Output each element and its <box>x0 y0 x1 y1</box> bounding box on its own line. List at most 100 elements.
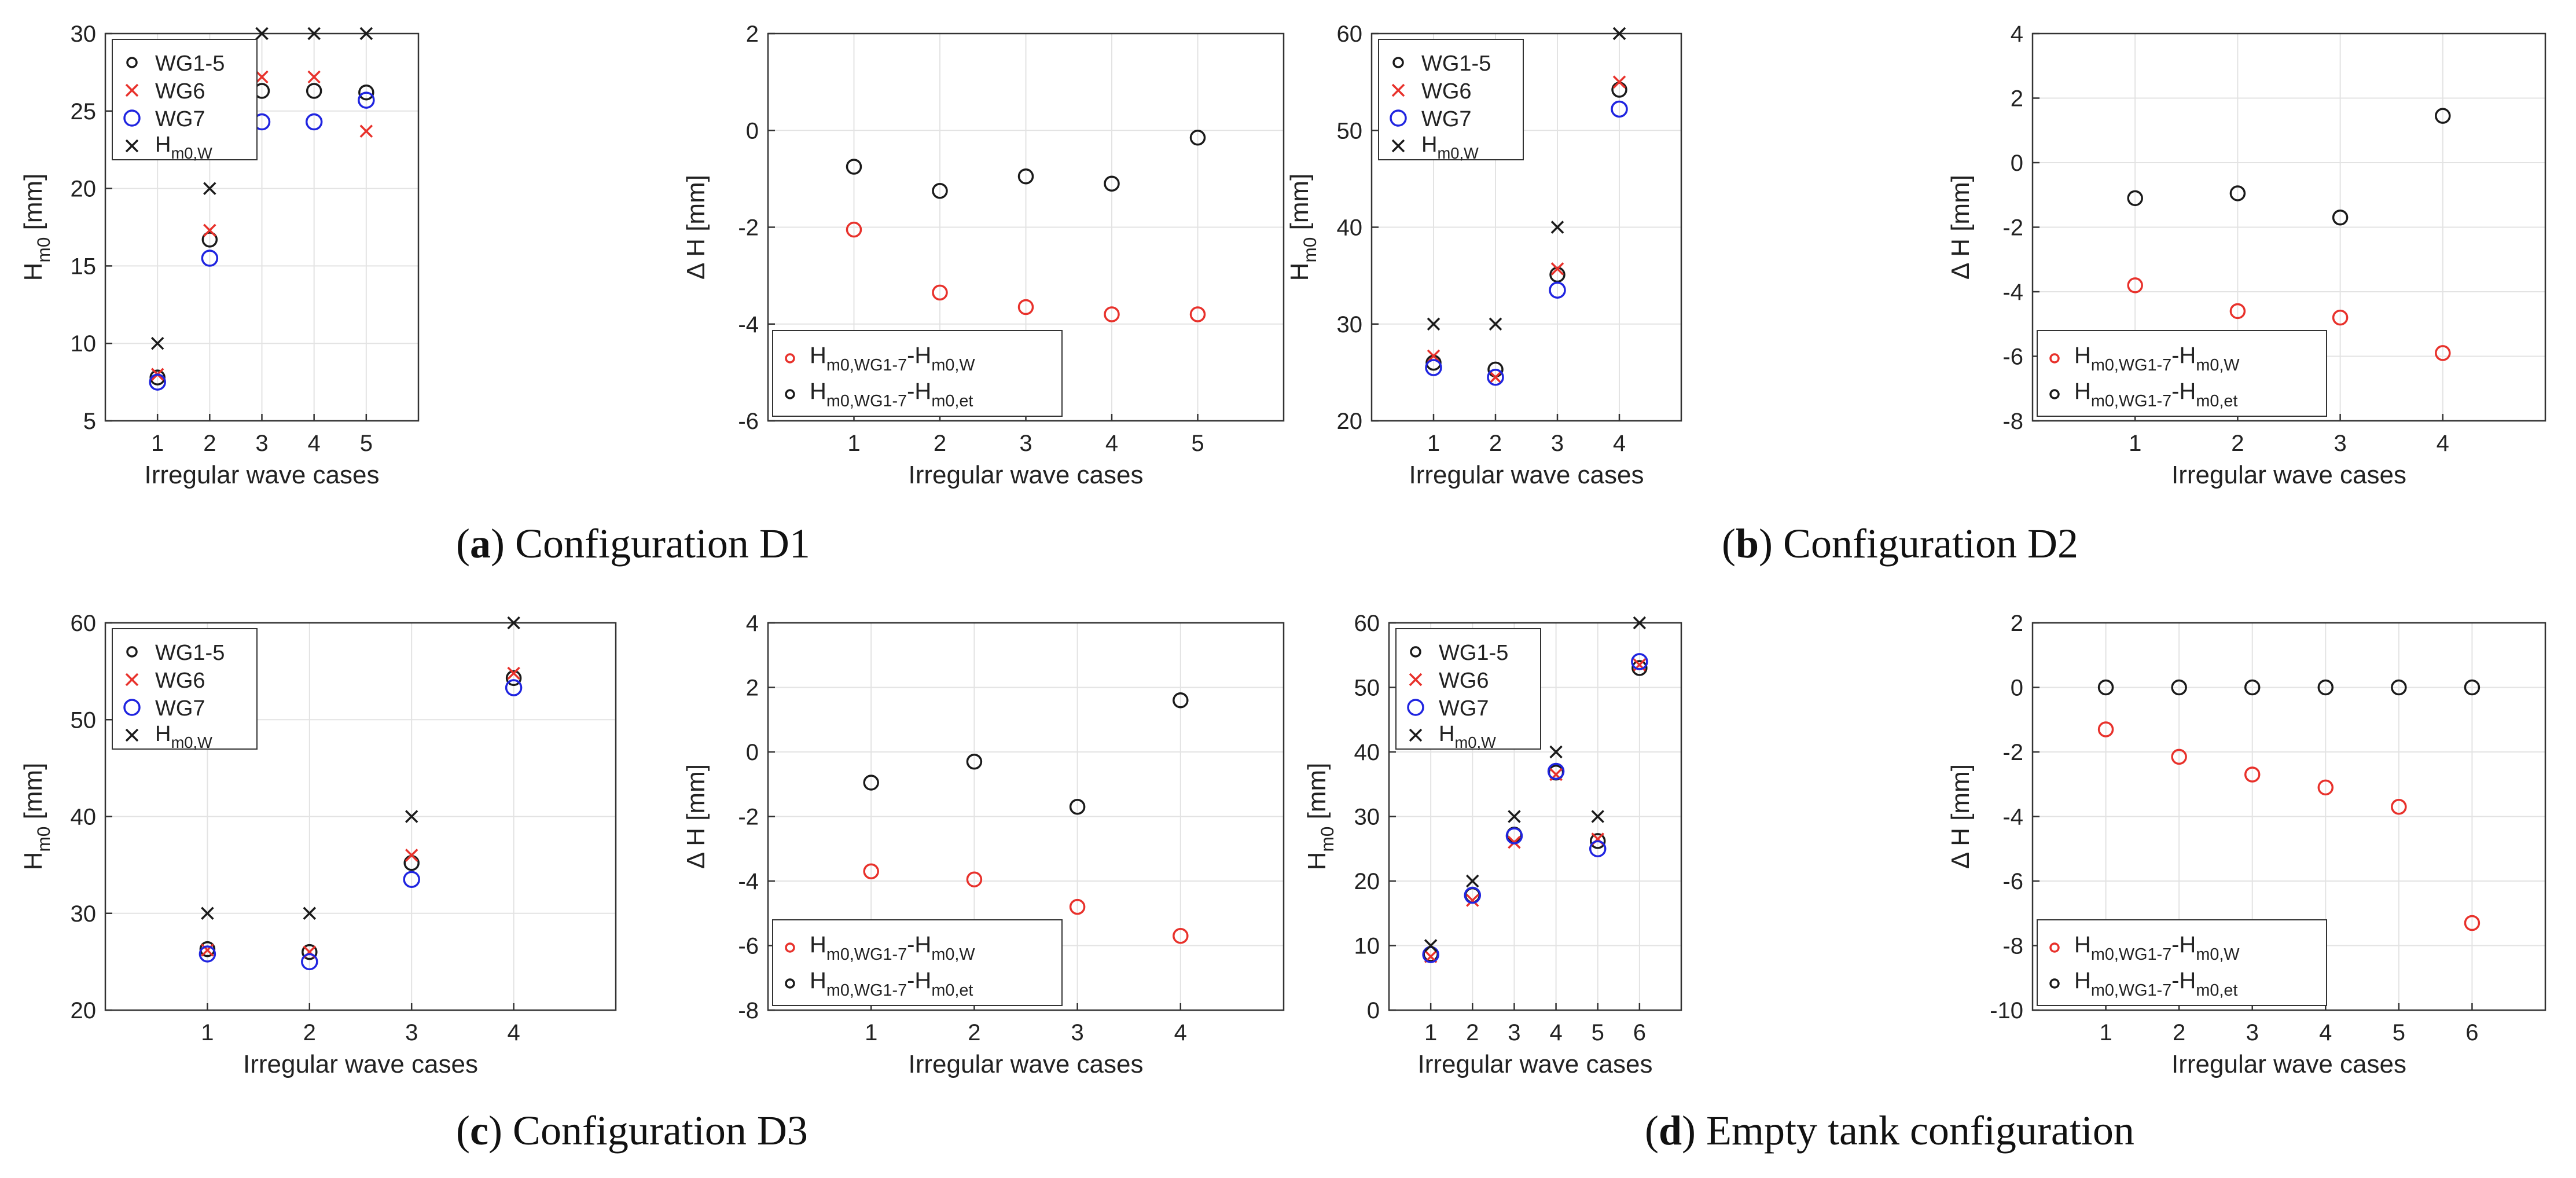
x-tick-label: 1 <box>201 1020 214 1045</box>
legend-label-wg7: WG7 <box>155 107 205 131</box>
legend-marker-dh-et-circle <box>2049 978 2060 989</box>
point-dh-w <box>2435 345 2451 361</box>
x-axis-label: Irregular wave cases <box>145 461 380 489</box>
legend-box <box>2037 919 2327 1006</box>
point-dh-et <box>2171 679 2187 696</box>
y-tick-label: 60 <box>71 611 97 636</box>
legend-box <box>2037 330 2327 417</box>
point-wg1-5 <box>302 944 318 960</box>
point-dh-et <box>1017 168 1034 185</box>
x-tick-label: 2 <box>1489 431 1502 456</box>
point-wg6 <box>1466 894 1479 907</box>
point-hm0w <box>1466 874 1479 888</box>
legend-label-wg7: WG7 <box>155 696 205 721</box>
x-axis-label: Irregular wave cases <box>1409 461 1644 489</box>
y-tick-label: 2 <box>2011 86 2023 112</box>
x-tick-label: 2 <box>2173 1020 2185 1045</box>
legend-marker-wg7 <box>123 109 141 127</box>
y-axis-label: Hm0 [mm] <box>1303 763 1337 871</box>
legend-marker-wg6 <box>125 673 139 687</box>
y-tick-label: 60 <box>1337 21 1363 47</box>
y-tick-label: 20 <box>1337 409 1363 434</box>
y-tick-label: 10 <box>71 331 97 357</box>
legend-box <box>772 919 1063 1006</box>
point-dh-et <box>2317 679 2334 696</box>
x-tick-label: 4 <box>2437 431 2449 456</box>
legend-marker-dh-w-circle <box>785 353 795 364</box>
point-hm0w <box>203 182 216 195</box>
legend-label-hm0w: Hm0,W <box>1439 722 1496 751</box>
point-wg7 <box>505 679 523 696</box>
point-wg6 <box>507 666 520 680</box>
y-tick-label: 40 <box>1354 740 1380 765</box>
y-tick-label: 20 <box>71 998 97 1023</box>
legend-marker-hm0w <box>125 728 139 742</box>
legend-label-wg1-5: WG1-5 <box>155 641 225 665</box>
point-dh-et <box>2127 190 2143 207</box>
chart-panel-D1-dH: 1 2 3 4 5 -6 -4 -2 0 2 Irregular wave cases Δ H [mm… <box>682 21 1285 489</box>
point-dh-w <box>2317 779 2334 796</box>
point-wg1-5 <box>358 84 374 101</box>
x-tick-label: 6 <box>1633 1020 1646 1045</box>
y-tick-label: -8 <box>2002 934 2023 959</box>
x-axis-label: Irregular wave cases <box>243 1050 478 1078</box>
legend-box <box>772 330 1063 417</box>
point-hm0w <box>1508 810 1521 823</box>
point-wg6 <box>405 849 418 862</box>
point-dh-et <box>2435 108 2451 124</box>
point-wg7 <box>1505 827 1523 845</box>
point-dh-et <box>932 183 948 199</box>
point-dh-w <box>863 863 879 880</box>
y-tick-label: 50 <box>71 707 97 733</box>
y-tick-label: 0 <box>1367 998 1380 1023</box>
legend: Hm0,WG1-7-Hm0,W Hm0,WG1-7-Hm0,et <box>772 330 1063 417</box>
point-dh-w <box>2391 799 2407 815</box>
x-tick-label: 3 <box>2246 1020 2259 1045</box>
x-tick-label: 6 <box>2465 1020 2478 1045</box>
point-dh-w <box>2229 303 2246 320</box>
point-wg1-5 <box>505 670 522 687</box>
point-dh-w <box>846 221 862 238</box>
legend-marker-wg1-5-circle <box>1410 646 1421 658</box>
point-wg6 <box>359 124 373 138</box>
caption-b: (b) Configuration D2 <box>1722 520 2078 567</box>
x-tick-label: 2 <box>934 431 946 456</box>
legend-marker-dh-et-circle <box>2049 389 2060 399</box>
x-tick-label: 3 <box>405 1020 418 1045</box>
x-tick-label: 5 <box>2393 1020 2405 1045</box>
x-tick-label: 4 <box>2319 1020 2332 1045</box>
x-tick-label: 2 <box>2231 431 2244 456</box>
point-hm0w <box>255 27 269 41</box>
y-tick-label: -4 <box>2002 805 2023 830</box>
y-tick-label: 30 <box>1354 805 1380 830</box>
x-tick-label: 1 <box>1427 431 1440 456</box>
x-tick-label: 4 <box>1549 1020 1562 1045</box>
y-tick-label: -2 <box>738 805 759 830</box>
point-wg7 <box>199 945 216 963</box>
legend-marker-hm0w <box>1409 728 1423 742</box>
legend-label-dh-w: Hm0,WG1-7-Hm0,W <box>810 932 975 964</box>
y-axis-label: Hm0 [mm] <box>1285 174 1320 281</box>
point-wg7 <box>403 871 420 888</box>
point-dh-et <box>863 775 879 791</box>
y-tick-label: 50 <box>1337 118 1363 144</box>
legend-marker-wg6 <box>1391 83 1405 97</box>
y-axis-label: Hm0 [mm] <box>19 174 54 281</box>
y-tick-label: 10 <box>1354 934 1380 959</box>
caption-c: (c) Configuration D3 <box>456 1107 808 1154</box>
legend-marker-dh-et-circle <box>785 978 795 989</box>
point-hm0w <box>201 907 214 920</box>
legend-marker-dh-w-circle <box>785 942 795 953</box>
y-tick-label: 0 <box>2011 676 2023 701</box>
point-dh-et <box>2391 679 2407 696</box>
point-wg6 <box>255 70 269 84</box>
y-tick-label: 0 <box>2011 151 2023 176</box>
x-tick-label: 4 <box>1105 431 1118 456</box>
point-wg7 <box>305 113 323 131</box>
x-tick-label: 1 <box>1424 1020 1437 1045</box>
point-dh-w <box>2464 915 2481 931</box>
x-tick-label: 4 <box>507 1020 520 1045</box>
point-hm0w <box>303 907 317 920</box>
